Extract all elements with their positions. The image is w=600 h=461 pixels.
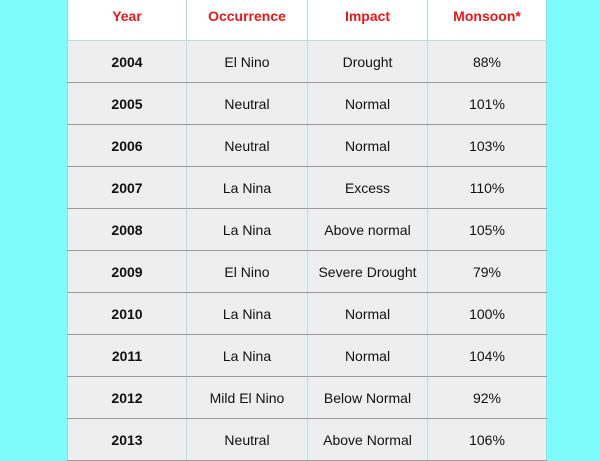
table-row: 2012 Mild El Nino Below Normal 92% xyxy=(67,376,547,419)
cell-impact: Normal xyxy=(307,292,428,335)
header-year: Year xyxy=(67,0,187,41)
cell-year: 2005 xyxy=(67,82,187,125)
cell-impact: Excess xyxy=(307,166,428,209)
cell-monsoon: 100% xyxy=(427,292,547,335)
cell-monsoon: 88% xyxy=(427,40,547,83)
cell-year: 2011 xyxy=(67,334,187,377)
header-monsoon: Monsoon* xyxy=(427,0,547,41)
cell-year: 2010 xyxy=(67,292,187,335)
cell-year: 2012 xyxy=(67,376,187,419)
table-row: 2010 La Nina Normal 100% xyxy=(67,292,547,335)
table-row: 2008 La Nina Above normal 105% xyxy=(67,208,547,251)
cell-year: 2004 xyxy=(67,40,187,83)
cell-impact: Below Normal xyxy=(307,376,428,419)
page-background: Year Occurrence Impact Monsoon* 2004 El … xyxy=(67,0,547,461)
cell-occurrence: Neutral xyxy=(186,124,308,167)
table-row: 2009 El Nino Severe Drought 79% xyxy=(67,250,547,293)
header-occurrence: Occurrence xyxy=(186,0,308,41)
table-row: 2006 Neutral Normal 103% xyxy=(67,124,547,167)
cell-impact: Above normal xyxy=(307,208,428,251)
cell-impact: Normal xyxy=(307,124,428,167)
cell-occurrence: La Nina xyxy=(186,292,308,335)
cell-monsoon: 101% xyxy=(427,82,547,125)
cell-year: 2009 xyxy=(67,250,187,293)
cell-occurrence: La Nina xyxy=(186,334,308,377)
cell-occurrence: El Nino xyxy=(186,40,308,83)
monsoon-table-container: Year Occurrence Impact Monsoon* 2004 El … xyxy=(67,0,547,461)
table-header-row: Year Occurrence Impact Monsoon* xyxy=(67,0,547,41)
cell-occurrence: Neutral xyxy=(186,418,308,461)
cell-impact: Normal xyxy=(307,334,428,377)
cell-occurrence: Neutral xyxy=(186,82,308,125)
cell-year: 2013 xyxy=(67,418,187,461)
cell-monsoon: 104% xyxy=(427,334,547,377)
cell-monsoon: 103% xyxy=(427,124,547,167)
cell-monsoon: 92% xyxy=(427,376,547,419)
monsoon-table: Year Occurrence Impact Monsoon* 2004 El … xyxy=(67,0,547,461)
cell-monsoon: 79% xyxy=(427,250,547,293)
cell-monsoon: 106% xyxy=(427,418,547,461)
cell-occurrence: La Nina xyxy=(186,208,308,251)
cell-monsoon: 110% xyxy=(427,166,547,209)
cell-monsoon: 105% xyxy=(427,208,547,251)
cell-occurrence: Mild El Nino xyxy=(186,376,308,419)
cell-impact: Severe Drought xyxy=(307,250,428,293)
cell-year: 2007 xyxy=(67,166,187,209)
cell-impact: Drought xyxy=(307,40,428,83)
table-row: 2005 Neutral Normal 101% xyxy=(67,82,547,125)
cell-occurrence: La Nina xyxy=(186,166,308,209)
cell-year: 2006 xyxy=(67,124,187,167)
header-impact: Impact xyxy=(307,0,428,41)
table-row: 2007 La Nina Excess 110% xyxy=(67,166,547,209)
cell-impact: Above Normal xyxy=(307,418,428,461)
cell-impact: Normal xyxy=(307,82,428,125)
table-row: 2013 Neutral Above Normal 106% xyxy=(67,418,547,461)
cell-occurrence: El Nino xyxy=(186,250,308,293)
table-row: 2011 La Nina Normal 104% xyxy=(67,334,547,377)
cell-year: 2008 xyxy=(67,208,187,251)
table-row: 2004 El Nino Drought 88% xyxy=(67,40,547,83)
